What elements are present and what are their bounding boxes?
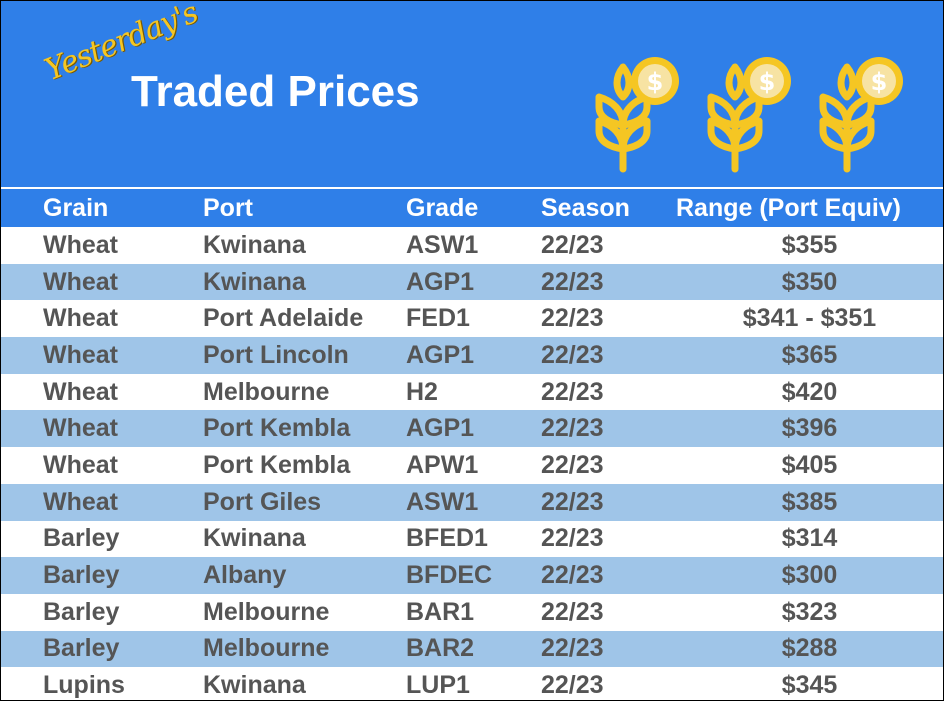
- cell-range: $355: [676, 227, 943, 264]
- cell-range: $288: [676, 630, 943, 668]
- cell-grade: ASW1: [406, 227, 541, 264]
- cell-port: Port Giles: [203, 483, 406, 521]
- cell-season: 22/23: [541, 520, 676, 558]
- column-header-season: Season: [541, 190, 676, 227]
- cell-range: $341 - $351: [676, 300, 943, 338]
- cell-grade: FED1: [406, 300, 541, 338]
- cell-season: 22/23: [541, 410, 676, 448]
- cell-grain: Wheat: [1, 227, 203, 264]
- table-row: Wheat Port Giles ASW1 22/23 $385: [1, 483, 943, 521]
- cell-grain: Wheat: [1, 300, 203, 338]
- column-header-range: Range (Port Equiv): [676, 190, 943, 227]
- table-row: Wheat Port Adelaide FED1 22/23 $341 - $3…: [1, 300, 943, 338]
- table-row: Barley Albany BFDEC 22/23 $300: [1, 557, 943, 594]
- cell-grain: Wheat: [1, 483, 203, 521]
- cell-grain: Wheat: [1, 447, 203, 484]
- cell-port: Melbourne: [203, 373, 406, 411]
- cell-grade: BFED1: [406, 520, 541, 558]
- cell-grain: Barley: [1, 557, 203, 594]
- cell-port: Kwinana: [203, 227, 406, 264]
- cell-port: Kwinana: [203, 520, 406, 558]
- cell-grade: BFDEC: [406, 557, 541, 594]
- svg-text:$: $: [871, 68, 888, 96]
- cell-season: 22/23: [541, 227, 676, 264]
- cell-grade: H2: [406, 373, 541, 411]
- cell-port: Kwinana: [203, 667, 406, 700]
- cell-season: 22/23: [541, 373, 676, 411]
- cell-season: 22/23: [541, 630, 676, 668]
- cell-grade: BAR1: [406, 593, 541, 631]
- table-row: Lupins Kwinana LUP1 22/23 $345: [1, 667, 943, 700]
- cell-grain: Barley: [1, 593, 203, 631]
- cell-range: $420: [676, 373, 943, 411]
- table-row: Wheat Port Kembla AGP1 22/23 $396: [1, 410, 943, 448]
- cell-port: Melbourne: [203, 593, 406, 631]
- column-header-grain: Grain: [1, 190, 203, 227]
- cell-season: 22/23: [541, 483, 676, 521]
- cell-range: $345: [676, 667, 943, 700]
- column-header-port: Port: [203, 190, 406, 227]
- cell-grain: Lupins: [1, 667, 203, 700]
- cell-grade: LUP1: [406, 667, 541, 700]
- cell-grade: AGP1: [406, 337, 541, 374]
- table-row: Barley Melbourne BAR2 22/23 $288: [1, 630, 943, 668]
- title-banner: Yesterday's Traded Prices $: [1, 1, 943, 187]
- cell-port: Melbourne: [203, 630, 406, 668]
- cell-grade: ASW1: [406, 483, 541, 521]
- cell-season: 22/23: [541, 593, 676, 631]
- cell-season: 22/23: [541, 667, 676, 700]
- cell-range: $365: [676, 337, 943, 374]
- cell-grain: Wheat: [1, 373, 203, 411]
- cell-port: Kwinana: [203, 263, 406, 301]
- icon-group: $ $: [591, 55, 911, 175]
- cell-grade: APW1: [406, 447, 541, 484]
- cell-season: 22/23: [541, 263, 676, 301]
- table-row: Wheat Kwinana AGP1 22/23 $350: [1, 263, 943, 301]
- cell-season: 22/23: [541, 557, 676, 594]
- table-row: Wheat Melbourne H2 22/23 $420: [1, 373, 943, 411]
- wheat-coin-icon: $: [819, 57, 903, 173]
- cell-port: Port Lincoln: [203, 337, 406, 374]
- svg-text:$: $: [647, 68, 664, 96]
- cell-range: $405: [676, 447, 943, 484]
- wheat-coin-icon: $: [595, 57, 679, 173]
- cell-port: Port Kembla: [203, 410, 406, 448]
- column-header-grade: Grade: [406, 190, 541, 227]
- cell-port: Port Adelaide: [203, 300, 406, 338]
- header-divider: [1, 187, 943, 189]
- cell-range: $350: [676, 263, 943, 301]
- table-row: Wheat Kwinana ASW1 22/23 $355: [1, 227, 943, 264]
- cell-season: 22/23: [541, 337, 676, 374]
- cell-grain: Wheat: [1, 410, 203, 448]
- cell-range: $396: [676, 410, 943, 448]
- cell-season: 22/23: [541, 447, 676, 484]
- prices-table: Grain Port Grade Season Range (Port Equi…: [1, 190, 943, 700]
- wheat-coin-icon: $: [707, 57, 791, 173]
- cell-port: Albany: [203, 557, 406, 594]
- cell-grade: AGP1: [406, 263, 541, 301]
- cell-port: Port Kembla: [203, 447, 406, 484]
- cell-range: $314: [676, 520, 943, 558]
- cell-range: $300: [676, 557, 943, 594]
- cell-range: $385: [676, 483, 943, 521]
- table-row: Wheat Port Kembla APW1 22/23 $405: [1, 447, 943, 484]
- cell-grain: Barley: [1, 520, 203, 558]
- cell-season: 22/23: [541, 300, 676, 338]
- cell-range: $323: [676, 593, 943, 631]
- table-header-row: Grain Port Grade Season Range (Port Equi…: [1, 190, 943, 227]
- cell-grain: Wheat: [1, 337, 203, 374]
- cell-grade: AGP1: [406, 410, 541, 448]
- svg-text:$: $: [759, 68, 776, 96]
- page-title: Traded Prices: [131, 67, 420, 116]
- cell-grade: BAR2: [406, 630, 541, 668]
- table-row: Barley Melbourne BAR1 22/23 $323: [1, 593, 943, 631]
- cell-grain: Wheat: [1, 263, 203, 301]
- table-row: Wheat Port Lincoln AGP1 22/23 $365: [1, 337, 943, 374]
- table-row: Barley Kwinana BFED1 22/23 $314: [1, 520, 943, 558]
- cell-grain: Barley: [1, 630, 203, 668]
